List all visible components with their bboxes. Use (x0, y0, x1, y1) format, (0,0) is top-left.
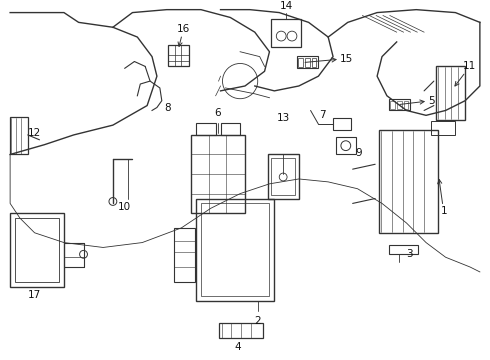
Bar (336, 137, 356, 154)
Bar (271, 158, 295, 195)
Text: 5: 5 (400, 96, 435, 106)
Text: 9: 9 (356, 148, 362, 158)
Text: 3: 3 (407, 249, 413, 259)
Bar (268, 154, 299, 198)
Bar (333, 118, 351, 130)
Bar (196, 123, 216, 135)
Text: 14: 14 (279, 1, 293, 11)
Bar (389, 244, 418, 254)
Bar (390, 101, 395, 109)
Text: 7: 7 (319, 110, 326, 120)
Bar (15, 218, 59, 282)
Text: 12: 12 (28, 128, 41, 138)
Bar (389, 99, 411, 111)
Bar (173, 228, 195, 282)
Bar (305, 58, 310, 67)
Bar (404, 101, 409, 109)
Text: 17: 17 (28, 289, 41, 300)
Text: 2: 2 (254, 316, 261, 326)
Text: 11: 11 (455, 62, 476, 86)
Text: 15: 15 (305, 54, 353, 64)
Bar (298, 58, 303, 67)
Bar (379, 130, 438, 233)
Bar (10, 213, 64, 287)
Bar (397, 101, 402, 109)
Bar (196, 198, 274, 301)
Text: 6: 6 (214, 108, 221, 118)
Bar (220, 123, 240, 135)
Bar (312, 58, 317, 67)
Bar (271, 19, 301, 47)
Text: 16: 16 (177, 24, 190, 46)
Bar (191, 135, 245, 213)
Text: 8: 8 (164, 103, 171, 113)
Bar (168, 45, 189, 66)
Text: 13: 13 (276, 113, 290, 123)
Bar (10, 117, 28, 154)
Text: 4: 4 (235, 342, 242, 352)
Text: 1: 1 (438, 179, 447, 216)
Bar (436, 66, 465, 120)
Bar (201, 203, 270, 296)
Text: 10: 10 (118, 202, 131, 212)
Bar (431, 121, 455, 135)
Bar (219, 323, 263, 338)
Bar (297, 56, 318, 68)
